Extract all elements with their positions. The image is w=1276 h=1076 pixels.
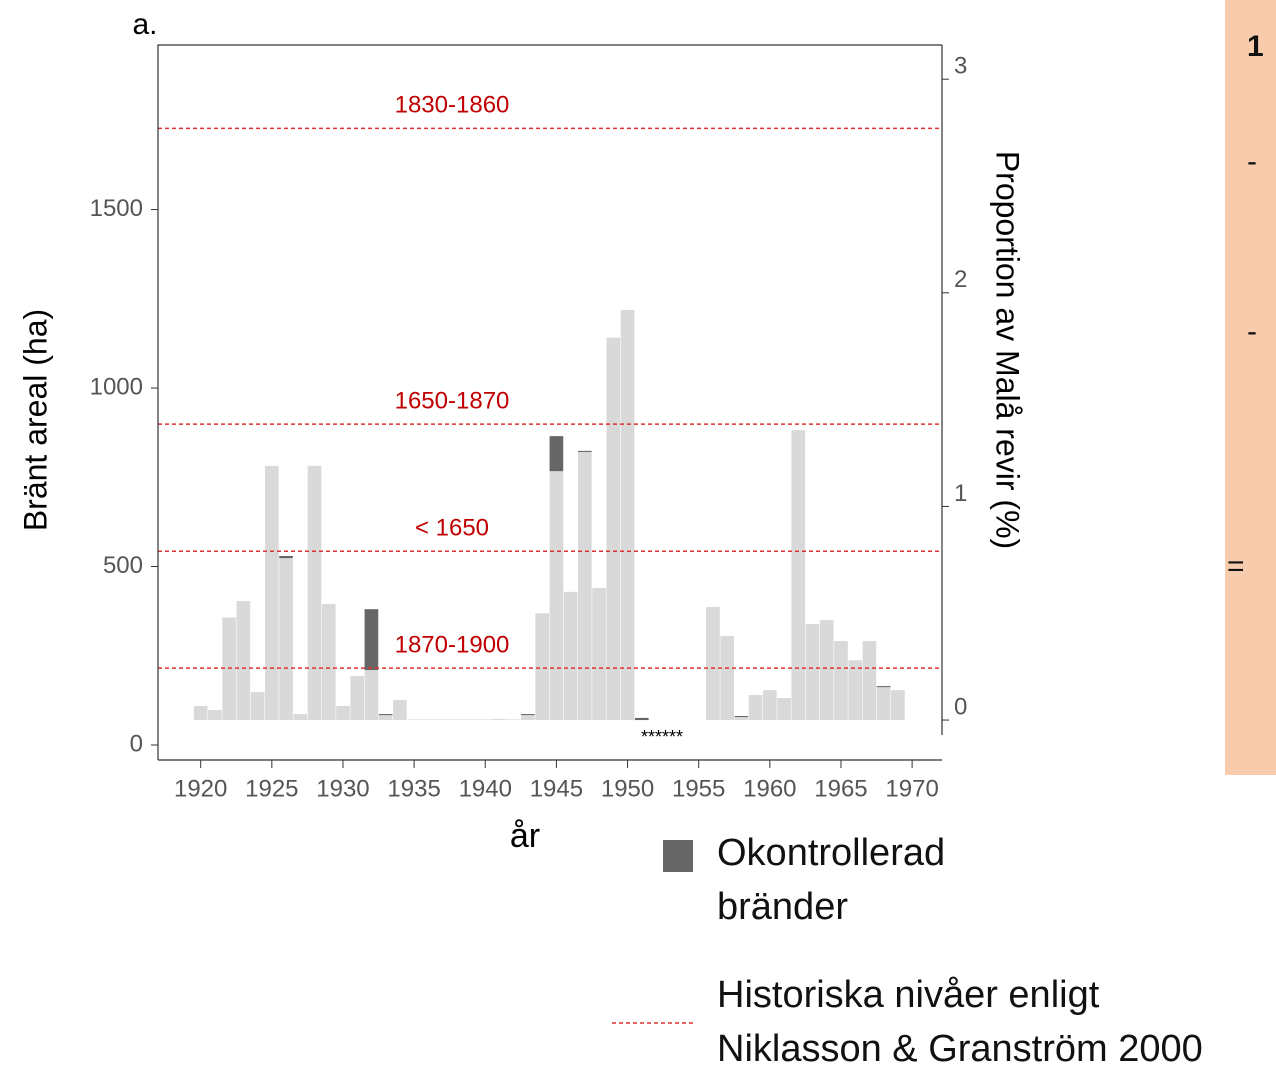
bar xyxy=(350,676,365,721)
reference-label: 1830-1860 xyxy=(395,92,510,119)
legend-swatch xyxy=(663,840,693,872)
bar xyxy=(378,715,393,721)
bar xyxy=(535,613,550,721)
x-tick-label: 1955 xyxy=(672,775,725,802)
axis-frame xyxy=(157,44,943,760)
bar xyxy=(777,698,791,721)
bar xyxy=(208,710,222,721)
bar xyxy=(748,695,763,721)
bar xyxy=(264,465,279,721)
x-tick-label: 1970 xyxy=(885,775,938,802)
bar xyxy=(834,641,848,721)
bar xyxy=(435,719,450,721)
bar xyxy=(706,607,720,721)
x-tick-label: 1925 xyxy=(245,775,298,802)
bar xyxy=(734,715,749,718)
bar xyxy=(521,714,535,716)
bar xyxy=(279,555,293,559)
bar xyxy=(307,465,322,721)
x-tick-label: 1940 xyxy=(459,775,512,802)
bar xyxy=(891,690,905,721)
panel-label: a. xyxy=(132,8,157,41)
reference-label: 1870-1900 xyxy=(395,631,510,658)
bar xyxy=(364,670,379,721)
bar xyxy=(734,717,749,721)
y-tick-label: 0 xyxy=(130,730,143,757)
bar xyxy=(763,690,777,721)
reference-label: 1650-1870 xyxy=(395,388,510,415)
y2-tick-label: 1 xyxy=(954,480,967,507)
x-tick-label: 1930 xyxy=(316,775,369,802)
bar xyxy=(606,337,621,721)
y-tick-label: 1500 xyxy=(90,195,143,222)
side-panel: 1 - - = xyxy=(1225,0,1276,775)
bar xyxy=(791,430,806,721)
bar xyxy=(521,715,535,721)
bar xyxy=(321,604,336,721)
bar xyxy=(378,714,393,716)
bar xyxy=(478,719,493,721)
bar xyxy=(578,450,592,452)
y-tick-label: 500 xyxy=(103,552,143,579)
bar xyxy=(421,719,436,721)
x-tick-label: 1960 xyxy=(743,775,796,802)
x-tick-label: 1920 xyxy=(174,775,227,802)
bar xyxy=(393,699,407,721)
bar xyxy=(407,719,421,721)
legend-entry: Historiska nivåer enligt Niklasson & Gra… xyxy=(717,974,1203,1070)
bar xyxy=(848,660,863,721)
bar xyxy=(364,609,379,671)
legend-entry: Okontrollerad bränder xyxy=(717,832,946,928)
bar xyxy=(449,719,464,721)
y2-axis-label: Proportion av Malå revir (%) xyxy=(990,151,1026,549)
x-axis-label: år xyxy=(510,817,540,855)
bar xyxy=(876,687,891,721)
bar xyxy=(876,686,891,688)
side-item: - xyxy=(1247,315,1257,348)
bar xyxy=(193,705,208,721)
bar xyxy=(293,714,308,721)
bar xyxy=(549,471,564,721)
bar xyxy=(805,623,820,721)
bar xyxy=(336,705,350,721)
bar xyxy=(634,717,649,721)
y-tick-label: 1000 xyxy=(90,373,143,400)
bar xyxy=(250,692,265,721)
bar xyxy=(549,436,564,472)
x-tick-label: 1950 xyxy=(601,775,654,802)
bar xyxy=(563,591,578,721)
side-item: = xyxy=(1227,550,1245,583)
y2-tick-label: 3 xyxy=(954,53,967,80)
reference-label: < 1650 xyxy=(415,515,489,542)
side-heading: 1 xyxy=(1247,30,1264,63)
bar xyxy=(592,588,606,721)
bar xyxy=(492,718,507,721)
bar xyxy=(578,451,592,721)
y2-tick-label: 2 xyxy=(954,266,967,293)
bar xyxy=(720,636,734,721)
bar xyxy=(819,620,834,721)
x-tick-label: 1965 xyxy=(814,775,867,802)
x-tick-label: 1945 xyxy=(530,775,583,802)
annotation: ****** xyxy=(641,727,683,747)
bar xyxy=(236,601,251,721)
bar xyxy=(464,719,478,721)
bar xyxy=(620,309,635,721)
side-item: - xyxy=(1247,145,1257,178)
bar xyxy=(506,719,521,721)
y-axis-label: Bränt areal (ha) xyxy=(17,309,53,531)
x-tick-label: 1935 xyxy=(387,775,440,802)
y2-tick-label: 0 xyxy=(954,693,967,720)
bar xyxy=(862,641,877,721)
bar xyxy=(279,558,293,721)
